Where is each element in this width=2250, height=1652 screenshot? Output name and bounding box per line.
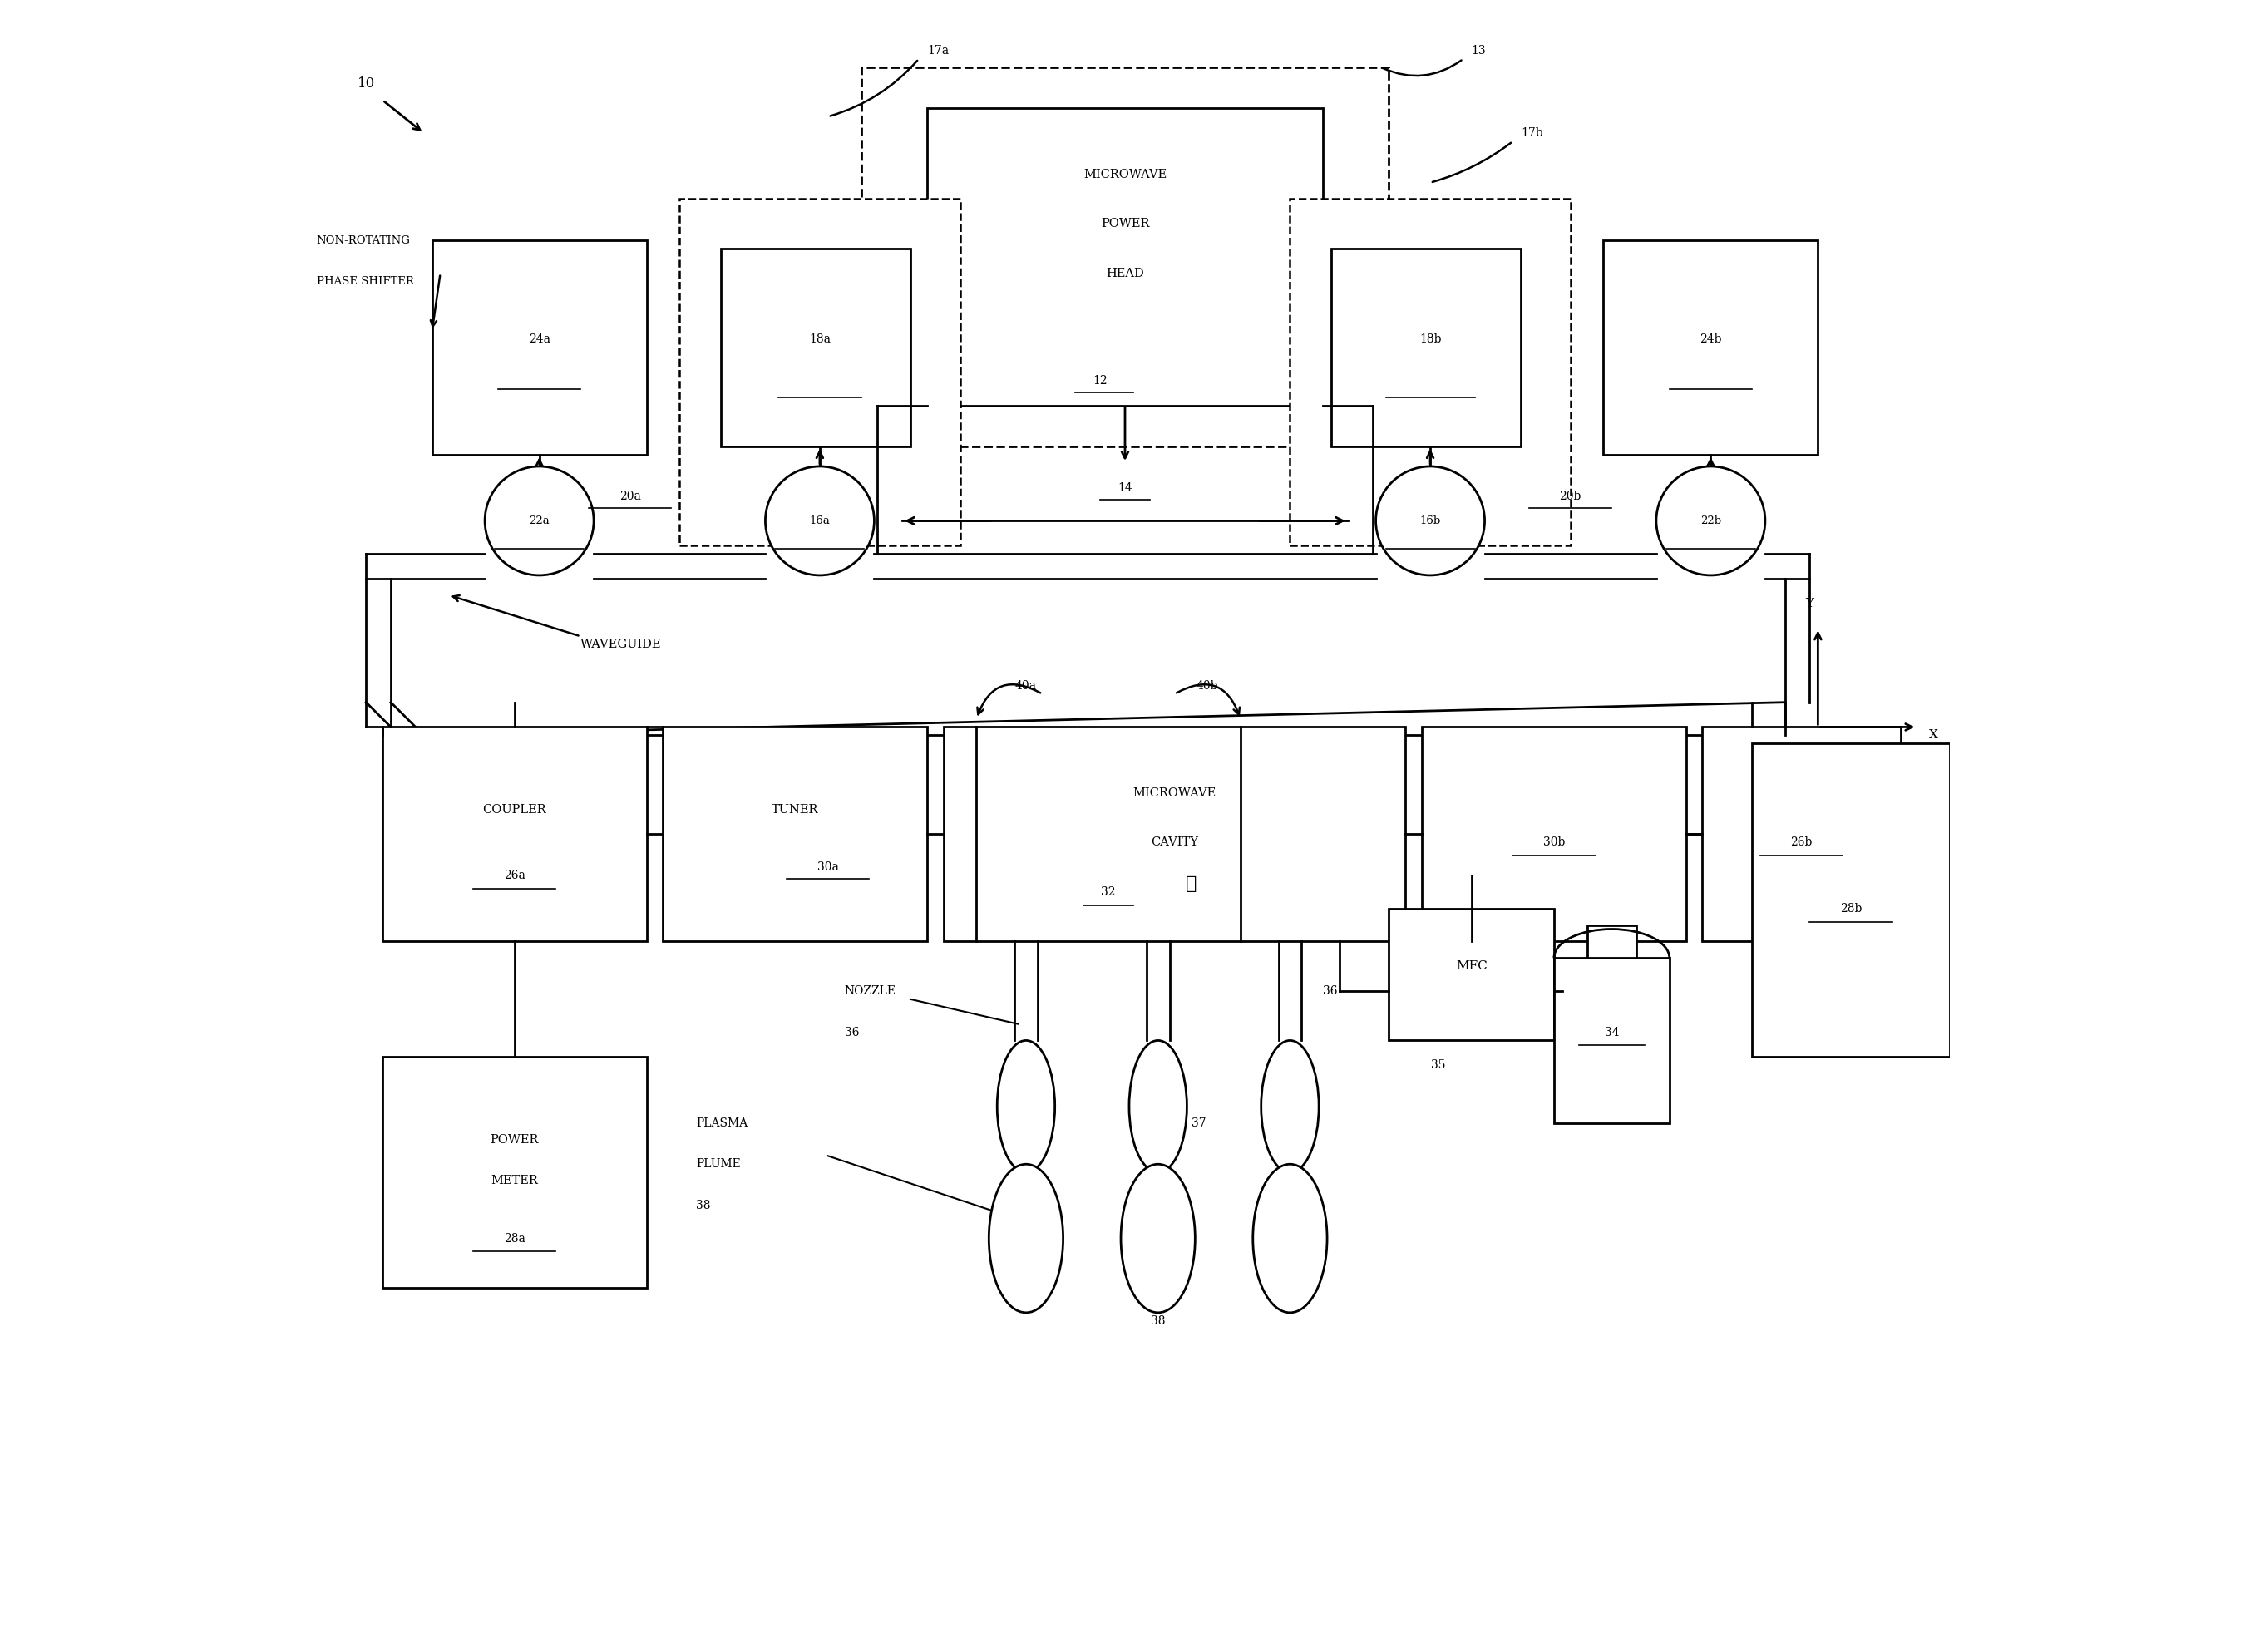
Text: 38: 38: [1150, 1315, 1166, 1327]
Text: 16b: 16b: [1420, 515, 1440, 527]
Text: 28a: 28a: [504, 1232, 524, 1244]
Text: 26a: 26a: [504, 869, 524, 881]
Circle shape: [765, 466, 875, 575]
Text: 10: 10: [358, 76, 376, 91]
Ellipse shape: [997, 1041, 1055, 1173]
Text: 28b: 28b: [1840, 902, 1863, 914]
Bar: [1422, 727, 1685, 942]
Text: MICROWAVE: MICROWAVE: [1132, 788, 1217, 800]
Text: 36: 36: [1323, 985, 1336, 996]
Text: X: X: [1928, 730, 1937, 742]
Text: 16a: 16a: [810, 515, 830, 527]
Text: CAVITY: CAVITY: [1150, 836, 1199, 849]
Bar: [862, 68, 1388, 446]
Text: 35: 35: [1431, 1059, 1447, 1070]
Text: 24b: 24b: [1699, 334, 1721, 345]
Text: MICROWAVE: MICROWAVE: [1082, 169, 1168, 180]
Text: 36: 36: [844, 1026, 860, 1037]
Text: ⋯: ⋯: [1186, 874, 1197, 892]
Text: 14: 14: [1118, 482, 1132, 494]
Bar: [383, 1057, 646, 1289]
Text: MFC: MFC: [1456, 960, 1487, 971]
Text: 17b: 17b: [1521, 127, 1544, 139]
Bar: [720, 248, 911, 446]
Bar: [664, 727, 927, 942]
Ellipse shape: [1120, 1165, 1195, 1313]
Text: POWER: POWER: [1100, 218, 1150, 230]
Text: 18b: 18b: [1420, 334, 1442, 345]
Text: 32: 32: [1100, 885, 1116, 897]
FancyArrowPatch shape: [1384, 59, 1460, 76]
Text: 38: 38: [695, 1199, 711, 1211]
Circle shape: [1656, 466, 1766, 575]
Bar: [1289, 200, 1570, 545]
Text: PLUME: PLUME: [695, 1158, 740, 1170]
Text: 20b: 20b: [1559, 491, 1582, 502]
Text: PLASMA: PLASMA: [695, 1117, 747, 1128]
Bar: [943, 727, 1406, 942]
Bar: [1586, 925, 1636, 958]
Text: 30b: 30b: [1544, 836, 1566, 849]
Text: 30a: 30a: [817, 861, 839, 872]
Bar: [432, 240, 646, 454]
Text: 17a: 17a: [927, 45, 949, 56]
Text: 26b: 26b: [1791, 836, 1814, 849]
Text: 34: 34: [1604, 1026, 1620, 1037]
FancyArrowPatch shape: [1433, 142, 1512, 182]
Text: 37: 37: [1193, 1117, 1206, 1128]
Text: NOZZLE: NOZZLE: [844, 985, 896, 996]
Text: 40b: 40b: [1197, 681, 1220, 692]
Bar: [680, 200, 961, 545]
Text: PHASE SHIFTER: PHASE SHIFTER: [317, 276, 414, 287]
Bar: [1555, 958, 1670, 1123]
Text: TUNER: TUNER: [772, 803, 819, 816]
Ellipse shape: [1253, 1165, 1328, 1313]
Bar: [383, 727, 646, 942]
Text: 13: 13: [1472, 45, 1485, 56]
Text: WAVEGUIDE: WAVEGUIDE: [581, 639, 662, 651]
Text: 24a: 24a: [529, 334, 549, 345]
Text: NON-ROTATING: NON-ROTATING: [317, 235, 410, 246]
FancyArrowPatch shape: [830, 61, 918, 116]
Text: COUPLER: COUPLER: [484, 803, 547, 816]
Circle shape: [484, 466, 594, 575]
Text: 12: 12: [1094, 375, 1107, 387]
Bar: [927, 109, 1323, 405]
Text: 22a: 22a: [529, 515, 549, 527]
Ellipse shape: [990, 1165, 1064, 1313]
Bar: [1604, 240, 1818, 454]
Text: 22b: 22b: [1701, 515, 1721, 527]
Bar: [1753, 743, 1951, 1057]
Text: 18a: 18a: [810, 334, 830, 345]
Text: HEAD: HEAD: [1107, 268, 1143, 279]
Ellipse shape: [1130, 1041, 1186, 1173]
Text: METER: METER: [491, 1175, 538, 1186]
Circle shape: [1375, 466, 1485, 575]
Text: 20a: 20a: [619, 491, 641, 502]
Bar: [1703, 727, 1901, 942]
Bar: [1388, 909, 1555, 1041]
Text: 40a: 40a: [1015, 681, 1037, 692]
Ellipse shape: [1260, 1041, 1318, 1173]
Text: Y: Y: [1804, 598, 1814, 610]
Text: POWER: POWER: [491, 1133, 538, 1145]
Bar: [1332, 248, 1521, 446]
